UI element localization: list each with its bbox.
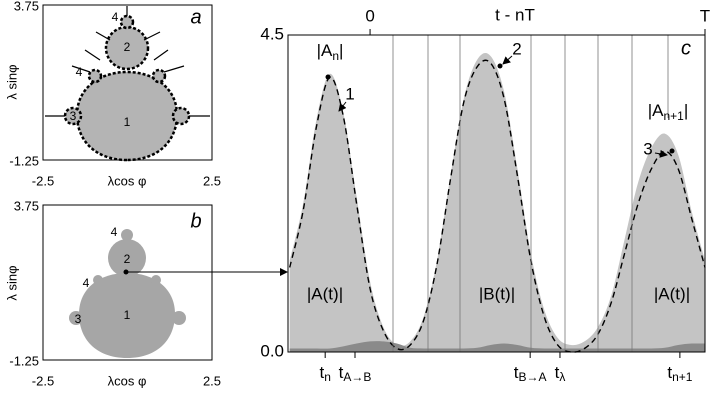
x-tick-label: 2.5 <box>203 373 221 388</box>
panel-label: c <box>681 37 691 59</box>
y-tick-label: -1.25 <box>9 153 39 168</box>
point-label: 4 <box>112 10 119 24</box>
annotation: |B(t)| <box>479 284 515 303</box>
y-axis-label: λ sinφ <box>4 265 19 300</box>
tick-sub: λ <box>559 370 565 384</box>
tick-main: t <box>555 363 560 382</box>
peak-dots <box>325 63 675 154</box>
mandelbrot-set <box>63 14 191 162</box>
annotation: |An| <box>317 41 344 63</box>
tick-main: t <box>339 363 344 382</box>
y-axis-label: λ sinφ <box>4 64 19 99</box>
point-label: 2 <box>124 252 131 266</box>
x-tick-label: tn+1 <box>667 363 692 384</box>
x-tick-label: 2.5 <box>203 173 221 188</box>
x-tick-label: -2.5 <box>32 373 54 388</box>
tick-sub: n+1 <box>672 370 693 384</box>
y-tick-label: 3.75 <box>14 198 39 213</box>
panel-label: a <box>190 6 201 28</box>
pointer-arrows <box>338 55 668 158</box>
y-tick-label: 4.5 <box>260 24 284 43</box>
mandelbrot-set <box>69 229 186 358</box>
y-tick-label: 0.0 <box>260 341 284 360</box>
x-tick-label: tλ <box>555 363 566 384</box>
annotation: 1 <box>345 84 354 103</box>
point-label: 4 <box>83 276 90 290</box>
annotation: 2 <box>512 39 521 58</box>
area <box>289 341 705 352</box>
x-axis-label: λcos φ <box>108 373 147 388</box>
x-axis-label: λcos φ <box>108 173 147 188</box>
y-tick-label: -1.25 <box>9 353 39 368</box>
point-label: 2 <box>124 40 131 54</box>
tick-sub: n <box>324 370 331 384</box>
panel-a: a 4 2 4 3 1 λcos φ λ sinφ <box>4 4 213 188</box>
chart-title: t - nT <box>495 5 535 24</box>
point-label: 3 <box>75 312 82 326</box>
x-tick-label: -2.5 <box>32 173 54 188</box>
dashed-line <box>288 59 706 353</box>
filaments <box>45 6 210 117</box>
point-label: 3 <box>70 109 77 123</box>
panel-c: t - nT c |An| 1 2 |An+1| 3 |A(t)| |B(t)|… <box>287 5 706 353</box>
point-label: 4 <box>76 65 83 79</box>
guide-lines <box>392 35 669 352</box>
annotation: 3 <box>643 139 652 158</box>
tick-main: t <box>319 363 324 382</box>
annotation: |A(t)| <box>654 284 690 303</box>
x-tick-label: tn <box>319 363 330 384</box>
frame <box>287 34 706 353</box>
tick-main: t <box>514 363 519 382</box>
x-tick-label: T <box>700 6 710 25</box>
y-tick-label: 3.75 <box>14 0 39 13</box>
tick-sub: B→A <box>519 370 547 384</box>
tick-main: t <box>667 363 672 382</box>
area <box>289 53 705 352</box>
panel-b: b 4 2 4 3 1 λcos φ λ sinφ <box>4 204 213 388</box>
x-tick-label: 0 <box>365 6 374 25</box>
x-tick-label: tA→B <box>339 363 372 384</box>
panel-label: b <box>190 210 201 232</box>
point-label: 4 <box>111 225 118 239</box>
point-label: 1 <box>124 115 131 129</box>
plot-area <box>288 53 706 353</box>
point-label: 1 <box>124 308 131 322</box>
annotation: |An+1| <box>648 101 689 123</box>
tick-sub: A→B <box>343 370 371 384</box>
annotation: |A(t)| <box>307 284 343 303</box>
x-tick-label: tB→A <box>514 363 547 384</box>
